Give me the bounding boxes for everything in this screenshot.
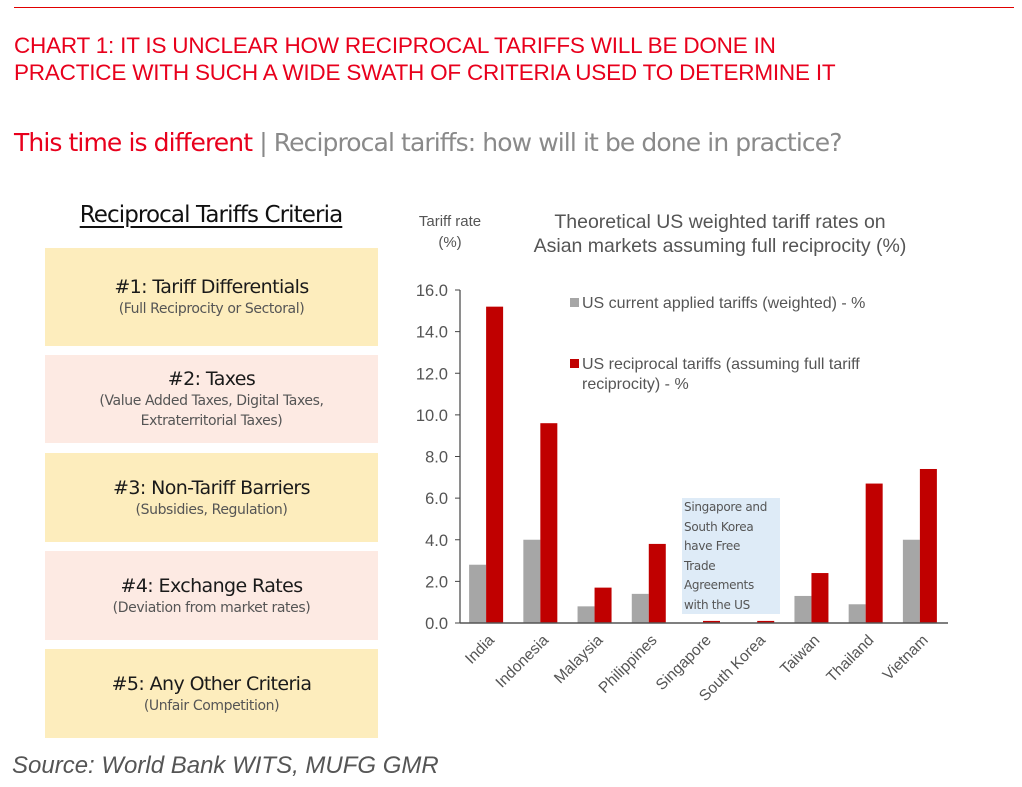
y-tick-label: 2.0 <box>425 573 448 591</box>
criteria-detail: Extraterritorial Taxes) <box>140 413 283 429</box>
criteria-detail: (Value Added Taxes, Digital Taxes, <box>99 393 324 409</box>
criteria-title: Reciprocal Tariffs Criteria <box>79 202 343 228</box>
subtitle-highlight: This time is different <box>14 128 253 157</box>
slide-subtitle: This time is different | Reciprocal tari… <box>14 128 842 157</box>
criteria-heading: #3: Non-Tariff Barriers <box>113 476 311 499</box>
criteria-heading: #2: Taxes <box>167 368 256 390</box>
criteria-card-3: #3: Non-Tariff Barriers (Subsidies, Regu… <box>45 453 378 542</box>
tariff-bar-chart: Tariff rate (%) Theoretical US weighted … <box>416 211 948 705</box>
bar-reciprocal-tariff <box>703 620 720 623</box>
y-axis-label-line-1: Tariff rate <box>419 213 481 230</box>
bar-reciprocal-tariff <box>594 587 612 623</box>
annotation-line: Agreements <box>684 578 754 592</box>
y-tick-label: 16.0 <box>416 282 448 300</box>
fta-annotation: Singapore and South Korea have Free Trad… <box>682 498 780 614</box>
y-tick-label: 14.0 <box>416 324 448 342</box>
annotation-line: Singapore and <box>684 500 768 514</box>
legend-label: US reciprocal tariffs (assuming full tar… <box>582 356 860 373</box>
legend-swatch-reciprocal <box>570 359 579 368</box>
x-tick-label: Indonesia <box>493 632 553 692</box>
annotation-line: Trade <box>684 558 716 573</box>
x-tick-label: Taiwan <box>777 632 823 678</box>
annotation-line: South Korea <box>684 519 754 534</box>
x-tick-label: Philippines <box>596 632 661 697</box>
y-axis: 0.0 2.0 4.0 6.0 8.0 10.0 12.0 14.0 16.0 <box>416 282 461 633</box>
annotation-line: with the US <box>684 597 750 612</box>
bars <box>460 306 948 624</box>
legend-swatch-current <box>570 298 579 307</box>
legend: US current applied tariffs (weighted) - … <box>570 295 865 393</box>
criteria-detail: (Subsidies, Regulation) <box>135 501 288 518</box>
y-tick-label: 4.0 <box>425 532 448 550</box>
legend-label: US current applied tariffs (weighted) - … <box>582 295 865 312</box>
criteria-card-5: #5: Any Other Criteria (Unfair Competiti… <box>45 649 378 738</box>
bar-current-tariff <box>469 564 487 623</box>
bar-current-tariff <box>902 539 920 623</box>
y-tick-label: 12.0 <box>416 365 448 383</box>
criteria-heading: #4: Exchange Rates <box>120 574 304 597</box>
top-rule <box>14 7 1014 8</box>
bar-reciprocal-tariff <box>865 483 883 623</box>
bar-reciprocal-tariff <box>919 468 937 623</box>
y-tick-label: 10.0 <box>416 407 448 425</box>
criteria-detail: (Deviation from market rates) <box>112 599 311 616</box>
subtitle-separator: | <box>259 128 267 157</box>
headline-line-2: PRACTICE WITH SUCH A WIDE SWATH OF CRITE… <box>14 60 836 85</box>
bar-current-tariff <box>848 604 866 623</box>
source-note: Source: World Bank WITS, MUFG GMR <box>12 752 439 779</box>
y-tick-label: 8.0 <box>425 449 448 467</box>
y-tick-label: 0.0 <box>425 615 448 633</box>
x-tick-label: India <box>462 632 498 668</box>
criteria-card-4: #4: Exchange Rates (Deviation from marke… <box>45 551 378 640</box>
criteria-card-1: #1: Tariff Differentials (Full Reciproci… <box>45 248 378 346</box>
bar-current-tariff <box>631 593 649 623</box>
criteria-heading: #1: Tariff Differentials <box>114 276 309 298</box>
chart-title: Theoretical US weighted tariff rates on … <box>534 211 907 257</box>
chart-title-line-2: Asian markets assuming full reciprocity … <box>534 235 907 257</box>
bar-reciprocal-tariff <box>648 543 666 623</box>
headline: CHART 1: IT IS UNCLEAR HOW RECIPROCAL TA… <box>14 32 1014 86</box>
x-tick-label: Malaysia <box>551 632 607 688</box>
criteria-detail: (Full Reciprocity or Sectoral) <box>118 301 305 317</box>
bar-reciprocal-tariff <box>486 306 504 623</box>
criteria-detail: (Unfair Competition) <box>143 697 280 714</box>
y-axis-label: Tariff rate (%) <box>419 213 481 251</box>
chart-title-line-1: Theoretical US weighted tariff rates on <box>554 211 885 233</box>
headline-line-1: CHART 1: IT IS UNCLEAR HOW RECIPROCAL TA… <box>14 33 776 58</box>
bar-reciprocal-tariff <box>811 573 829 623</box>
criteria-card-2: #2: Taxes (Value Added Taxes, Digital Ta… <box>45 355 378 443</box>
x-axis: IndiaIndonesiaMalaysiaPhilippinesSingapo… <box>462 632 932 705</box>
subtitle-rest: Reciprocal tariffs: how will it be done … <box>273 128 843 157</box>
criteria-heading: #5: Any Other Criteria <box>111 672 312 695</box>
annotation-line: have Free <box>684 539 741 553</box>
bar-reciprocal-tariff <box>540 423 558 623</box>
bar-current-tariff <box>794 595 812 623</box>
y-axis-label-line-2: (%) <box>438 234 461 251</box>
bar-current-tariff <box>523 539 541 623</box>
bar-current-tariff <box>577 606 595 623</box>
x-tick-label: Vietnam <box>880 632 932 684</box>
y-tick-label: 6.0 <box>425 490 448 508</box>
x-tick-label: Thailand <box>823 632 877 686</box>
bar-reciprocal-tariff <box>757 620 775 623</box>
legend-label: reciprocity) - % <box>582 376 689 393</box>
